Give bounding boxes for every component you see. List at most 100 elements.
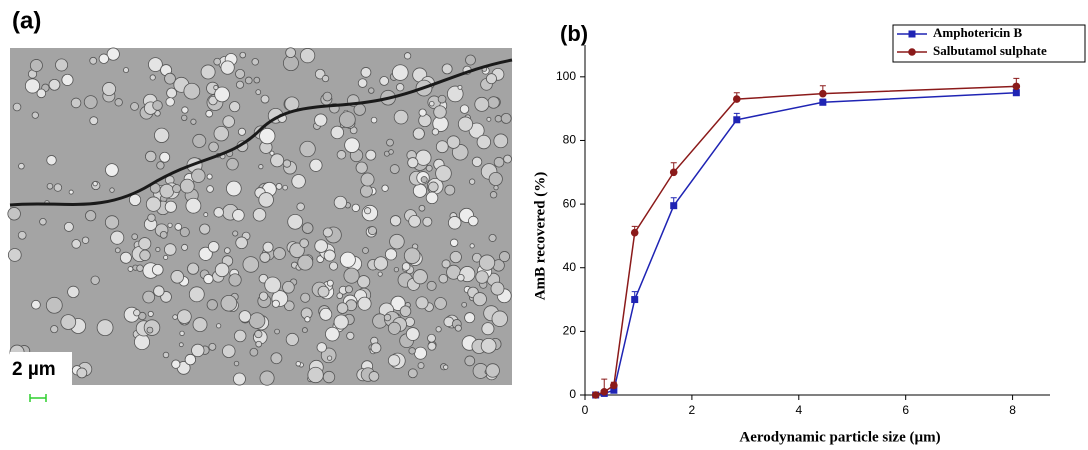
particle xyxy=(99,54,109,64)
particle xyxy=(214,58,221,65)
particle xyxy=(177,310,191,324)
particle xyxy=(222,345,235,358)
particle xyxy=(226,181,241,196)
particle xyxy=(465,356,475,366)
particle xyxy=(123,68,128,73)
particle xyxy=(227,158,239,170)
particle xyxy=(404,248,420,264)
particle xyxy=(148,311,153,316)
marker xyxy=(610,382,618,390)
particle xyxy=(475,97,489,111)
particle xyxy=(434,106,447,119)
particle xyxy=(32,300,41,309)
particle xyxy=(64,222,73,231)
particle xyxy=(385,249,396,260)
particle xyxy=(489,172,502,185)
particle xyxy=(388,355,400,367)
particle xyxy=(327,280,333,286)
particle xyxy=(352,204,359,211)
particle xyxy=(215,263,229,277)
particle xyxy=(236,81,243,88)
particle xyxy=(272,300,279,307)
particle xyxy=(147,327,153,333)
marker xyxy=(670,168,678,176)
particle xyxy=(271,154,284,167)
particle xyxy=(259,164,263,168)
particle xyxy=(340,252,355,267)
particle xyxy=(187,263,198,274)
axis xyxy=(585,45,1050,395)
particle xyxy=(389,150,394,155)
marker xyxy=(592,391,600,399)
particle xyxy=(154,286,165,297)
particle xyxy=(426,165,432,171)
particle xyxy=(362,247,368,253)
particle xyxy=(334,196,346,208)
particle xyxy=(111,231,124,244)
particle xyxy=(300,48,314,62)
particle xyxy=(419,114,431,126)
legend-marker xyxy=(908,48,916,56)
particle xyxy=(97,320,113,336)
particle xyxy=(390,234,405,249)
particle xyxy=(148,214,156,222)
marker xyxy=(670,202,677,209)
particle xyxy=(249,313,265,329)
particle xyxy=(302,223,313,234)
y-tick-label: 100 xyxy=(556,69,576,83)
y-tick-label: 80 xyxy=(563,133,577,147)
particle xyxy=(315,114,327,126)
particle xyxy=(221,61,234,74)
particle xyxy=(182,244,188,250)
particle xyxy=(300,239,309,248)
particle xyxy=(134,334,149,349)
particle xyxy=(208,241,219,252)
particle xyxy=(402,263,410,271)
particle xyxy=(384,314,391,321)
particle xyxy=(361,67,371,77)
particle xyxy=(209,343,216,350)
particle xyxy=(320,308,332,320)
series-line xyxy=(596,93,1017,395)
particle xyxy=(260,128,275,143)
particle xyxy=(233,209,245,221)
particle xyxy=(214,126,229,141)
particle xyxy=(265,277,281,293)
particle xyxy=(132,234,138,240)
particle xyxy=(201,65,215,79)
particle xyxy=(168,223,172,227)
particle xyxy=(470,244,474,248)
particle xyxy=(490,191,497,198)
particle xyxy=(458,117,472,131)
particle xyxy=(128,267,133,272)
particle xyxy=(491,282,504,295)
particle xyxy=(409,215,421,227)
particle xyxy=(302,328,307,333)
particle xyxy=(487,117,491,121)
particle xyxy=(204,274,213,283)
particle xyxy=(413,128,424,139)
particle xyxy=(234,361,239,366)
particle xyxy=(263,242,273,252)
particle xyxy=(61,315,76,330)
particle xyxy=(337,293,343,299)
particle xyxy=(356,162,367,173)
particle xyxy=(418,362,424,368)
particle xyxy=(479,255,494,270)
particle xyxy=(77,368,87,378)
particle xyxy=(371,343,381,353)
particle xyxy=(288,214,303,229)
y-tick-label: 0 xyxy=(569,387,576,401)
particle xyxy=(150,75,155,80)
particle xyxy=(495,115,502,122)
marker xyxy=(1013,89,1020,96)
particle xyxy=(462,302,467,307)
particle xyxy=(345,286,352,293)
particle xyxy=(140,250,151,261)
particle xyxy=(445,185,455,195)
particle xyxy=(494,134,508,148)
particle xyxy=(435,298,447,310)
panel-label: (b) xyxy=(560,21,588,46)
particle xyxy=(191,119,196,124)
particle xyxy=(387,139,394,146)
